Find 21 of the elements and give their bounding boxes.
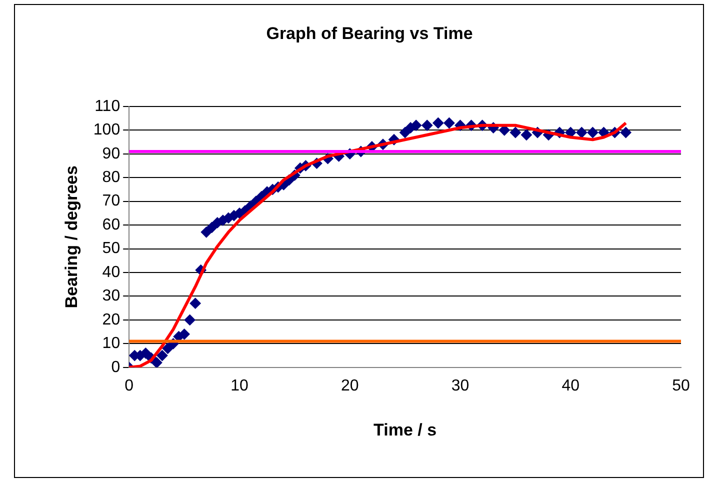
y-tick-label: 60 xyxy=(102,216,120,234)
x-tick-label: 20 xyxy=(340,377,359,394)
y-tick-label: 110 xyxy=(94,98,120,115)
x-tick-label: 0 xyxy=(124,377,134,394)
y-tick-label: 30 xyxy=(102,288,120,305)
y-tick-label: 90 xyxy=(102,145,120,162)
y-tick-label: 70 xyxy=(102,192,120,210)
y-tick-label: 0 xyxy=(111,358,120,376)
x-tick-label: 10 xyxy=(230,377,248,394)
y-tick-label: 20 xyxy=(102,311,120,328)
y-tick-label: 100 xyxy=(93,122,120,139)
y-tick-label: 40 xyxy=(102,264,120,281)
y-tick-label: 10 xyxy=(102,335,120,352)
x-tick-label: 30 xyxy=(451,377,470,394)
y-axis-title: Bearing / degrees xyxy=(62,166,81,308)
x-axis-title: Time / s xyxy=(374,420,437,440)
x-tick-label: 50 xyxy=(672,377,690,394)
x-tick-label: 40 xyxy=(562,377,580,394)
y-tick-label: 80 xyxy=(102,168,120,186)
y-tick-label: 50 xyxy=(102,240,120,258)
chart-title: Graph of Bearing vs Time xyxy=(266,24,473,43)
